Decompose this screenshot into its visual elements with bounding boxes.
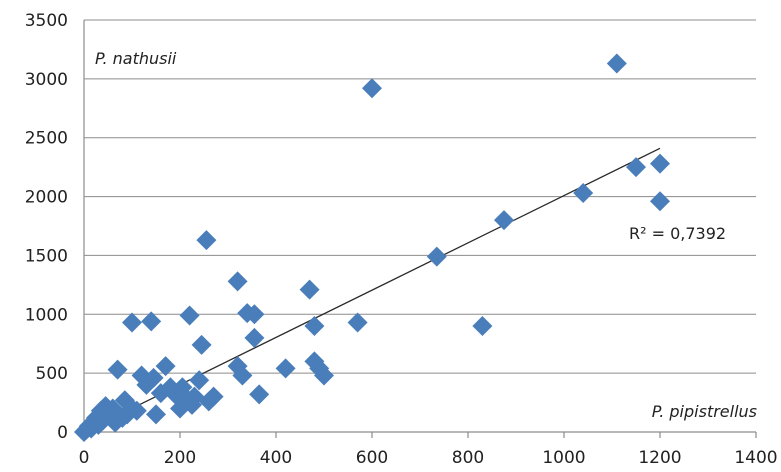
r-squared-label: R² = 0,7392: [629, 224, 726, 243]
data-point: [314, 365, 334, 386]
data-point: [122, 312, 142, 333]
data-point: [626, 157, 646, 178]
x-axis-label: P. pipistrellus: [652, 402, 757, 421]
y-tick-label: 0: [57, 423, 68, 443]
data-point: [143, 367, 164, 388]
y-tick-label: 3500: [25, 11, 68, 31]
x-tick-labels: 0 200 400 600 800 1000 1200 1400: [79, 448, 778, 468]
data-point: [249, 384, 270, 405]
data-point: [203, 386, 224, 407]
y-tick-label: 500: [36, 364, 68, 384]
data-point: [126, 400, 147, 421]
y-tick-label: 2000: [25, 188, 68, 208]
data-point: [141, 311, 162, 332]
data-point: [426, 246, 447, 267]
data-point: [299, 279, 320, 300]
data-point: [191, 334, 212, 355]
data-point: [472, 316, 493, 337]
y-tick-label: 1500: [25, 246, 68, 266]
x-tick-label: 0: [79, 448, 90, 468]
x-tick-label: 1400: [734, 448, 777, 468]
data-point: [275, 358, 296, 379]
data-point: [227, 271, 248, 292]
data-point: [155, 356, 176, 377]
x-tick-label: 600: [356, 448, 388, 468]
y-tick-labels: 0 500 1000 1500 2000 2500 3000 3500: [25, 11, 68, 443]
x-tick-label: 1200: [638, 448, 681, 468]
data-point: [494, 210, 514, 231]
data-point: [107, 359, 128, 380]
y-axis-label: P. nathusii: [95, 49, 177, 68]
data-point: [189, 370, 210, 391]
data-point: [650, 153, 670, 174]
data-point: [196, 230, 217, 251]
data-point: [244, 304, 265, 325]
data-point: [244, 327, 265, 348]
data-point: [606, 53, 627, 74]
data-point: [650, 191, 670, 212]
data-point: [146, 404, 166, 425]
x-tick-label: 1000: [542, 448, 585, 468]
x-tick-label: 200: [164, 448, 196, 468]
axes: [83, 20, 757, 438]
y-tick-label: 3000: [25, 70, 68, 90]
data-point: [362, 78, 382, 99]
y-tick-label: 2500: [25, 129, 68, 149]
x-tick-label: 800: [452, 448, 484, 468]
data-points: [74, 53, 670, 442]
data-point: [304, 316, 325, 337]
data-point: [573, 183, 594, 204]
data-point: [347, 312, 368, 333]
x-tick-label: 400: [260, 448, 292, 468]
data-point: [179, 305, 200, 326]
data-point: [232, 365, 253, 386]
y-tick-label: 1000: [25, 305, 68, 325]
